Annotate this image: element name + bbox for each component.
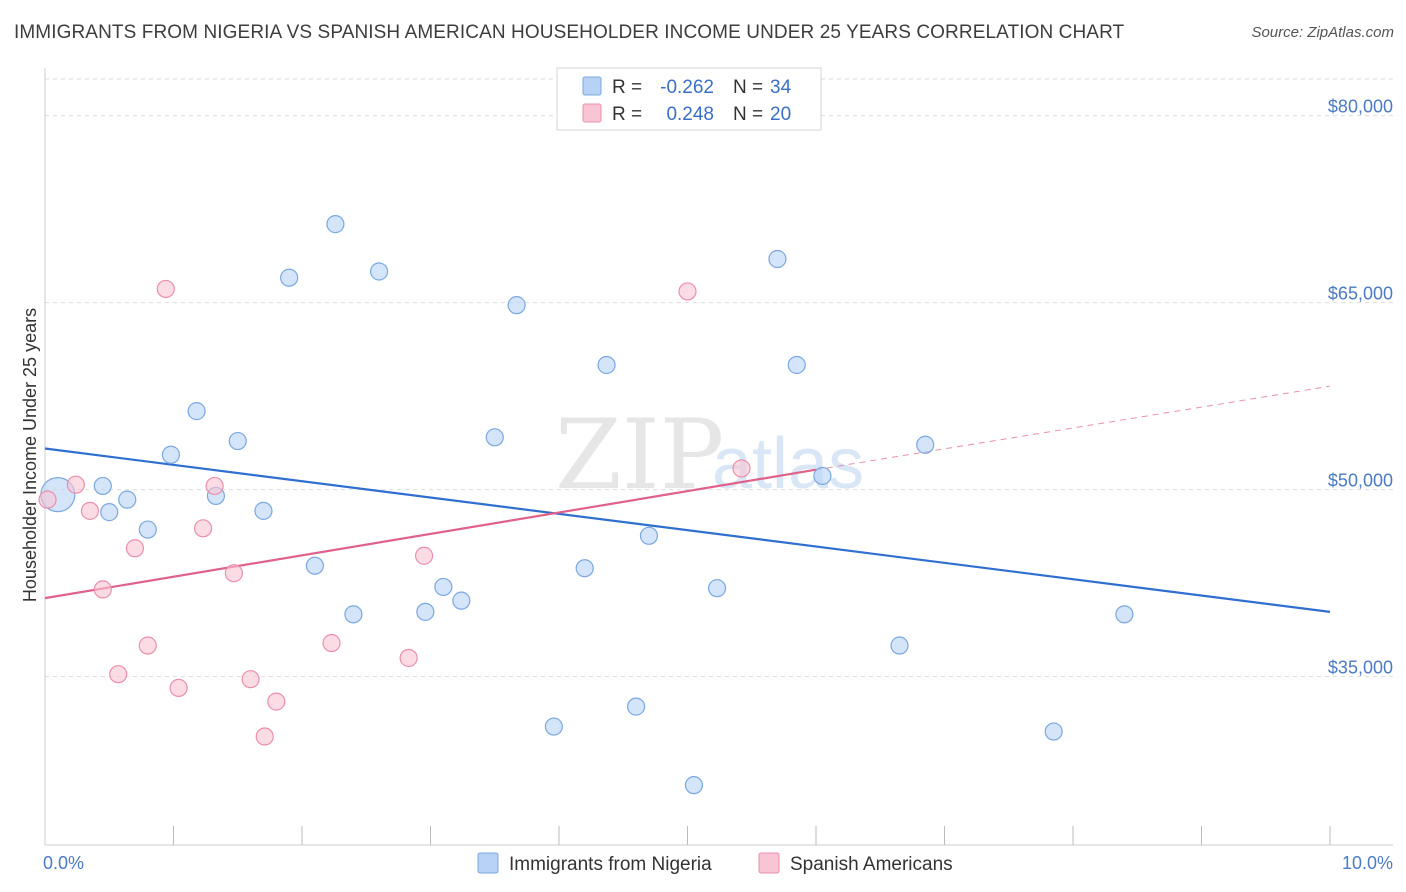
point-nigeria-9	[254, 501, 273, 520]
point-nigeria-21	[575, 559, 594, 578]
point-spanish-14	[267, 692, 286, 711]
legend-top: R = -0.262 N = 34 R = 0.248 N = 20	[556, 67, 822, 131]
point-spanish-9	[193, 519, 213, 538]
point-nigeria-1	[100, 503, 119, 522]
legend-r-label-2: R =	[612, 104, 642, 125]
trendline-nigeria	[44, 447, 1331, 613]
bottom-legend-swatch-nigeria	[477, 852, 499, 874]
bottom-legend-label-spanish: Spanish Americans	[790, 854, 953, 875]
y-tick-label-3: $80,000	[1328, 97, 1393, 117]
point-spanish-3	[93, 580, 112, 599]
point-nigeria-2	[93, 476, 112, 496]
x-tick-labels: 0.0% 10.0%	[43, 853, 1393, 873]
y-tick-label-2: $65,000	[1328, 284, 1393, 304]
point-nigeria-29	[813, 466, 832, 486]
point-nigeria-11	[305, 556, 324, 575]
point-spanish-8	[169, 678, 188, 698]
point-spanish-19	[732, 459, 751, 478]
point-nigeria-18	[485, 428, 504, 447]
point-spanish-5	[125, 539, 145, 558]
point-nigeria-24	[639, 526, 659, 545]
trendline-spanish-extension	[815, 385, 1331, 471]
point-nigeria-28	[787, 355, 806, 375]
point-nigeria-6	[187, 402, 206, 421]
legend-n-label-1: N =	[733, 77, 763, 98]
point-nigeria-12	[326, 215, 345, 234]
point-nigeria-31	[916, 435, 935, 454]
legend-n-value-1: 34	[770, 77, 792, 98]
point-nigeria-8	[228, 431, 247, 451]
y-tick-label-0: $35,000	[1328, 658, 1393, 678]
legend-swatch-nigeria	[582, 76, 602, 96]
x-tick-label-1: 10.0%	[1342, 853, 1393, 873]
point-nigeria-19	[507, 296, 526, 315]
point-nigeria-27	[768, 249, 787, 269]
legend-n-label-2: N =	[733, 104, 763, 125]
point-spanish-4	[109, 665, 128, 684]
point-nigeria-32	[1044, 722, 1063, 741]
point-spanish-1	[66, 475, 85, 494]
point-nigeria-33	[1115, 605, 1134, 624]
point-spanish-10	[205, 476, 224, 496]
point-spanish-12	[241, 670, 260, 689]
point-nigeria-23	[626, 697, 646, 716]
y-axis-label: Householder Income Under 25 years	[20, 308, 40, 602]
chart-title: IMMIGRANTS FROM NIGERIA VS SPANISH AMERI…	[14, 22, 1125, 43]
bottom-legend-label-nigeria: Immigrants from Nigeria	[509, 854, 712, 875]
points-layer	[38, 215, 1134, 795]
point-nigeria-4	[138, 520, 157, 539]
point-spanish-0	[38, 490, 57, 509]
point-nigeria-15	[416, 602, 435, 621]
bottom-legend-swatch-spanish	[758, 852, 780, 874]
chart-source: Source: ZipAtlas.com	[1251, 24, 1394, 41]
point-spanish-7	[156, 279, 175, 299]
legend-swatch-spanish	[582, 103, 602, 123]
trend-layer	[44, 385, 1331, 613]
legend-r-label-1: R =	[612, 77, 642, 98]
point-nigeria-25	[684, 776, 704, 795]
point-spanish-18	[678, 282, 697, 301]
point-spanish-15	[322, 633, 341, 653]
point-spanish-16	[399, 648, 418, 668]
point-nigeria-3	[118, 490, 137, 509]
point-nigeria-17	[452, 591, 471, 610]
point-nigeria-5	[161, 445, 181, 464]
point-nigeria-10	[280, 268, 299, 287]
trendline-spanish	[44, 468, 817, 600]
point-spanish-17	[414, 546, 434, 565]
legend-r-value-2: 0.248	[666, 104, 714, 125]
point-spanish-6	[138, 636, 157, 655]
point-spanish-13	[255, 727, 274, 746]
point-nigeria-16	[434, 577, 453, 597]
point-nigeria-13	[344, 605, 363, 624]
point-spanish-2	[80, 501, 100, 520]
point-nigeria-14	[370, 262, 389, 281]
y-tick-label-1: $50,000	[1328, 471, 1393, 491]
point-nigeria-20	[544, 717, 563, 736]
point-nigeria-22	[597, 355, 616, 375]
point-spanish-11	[224, 564, 243, 583]
legend-bottom: Immigrants from Nigeria Spanish American…	[477, 852, 953, 875]
watermark: ZIP atlas	[555, 399, 864, 511]
point-nigeria-26	[707, 579, 727, 598]
axes-layer	[44, 68, 1393, 846]
legend-r-value-1: -0.262	[660, 77, 714, 98]
point-nigeria-30	[890, 636, 909, 655]
legend-n-value-2: 20	[770, 104, 791, 125]
y-tick-labels: $35,000 $50,000 $65,000 $80,000	[1328, 97, 1393, 678]
x-tick-label-0: 0.0%	[43, 853, 84, 873]
watermark-zip: ZIP	[555, 399, 724, 511]
